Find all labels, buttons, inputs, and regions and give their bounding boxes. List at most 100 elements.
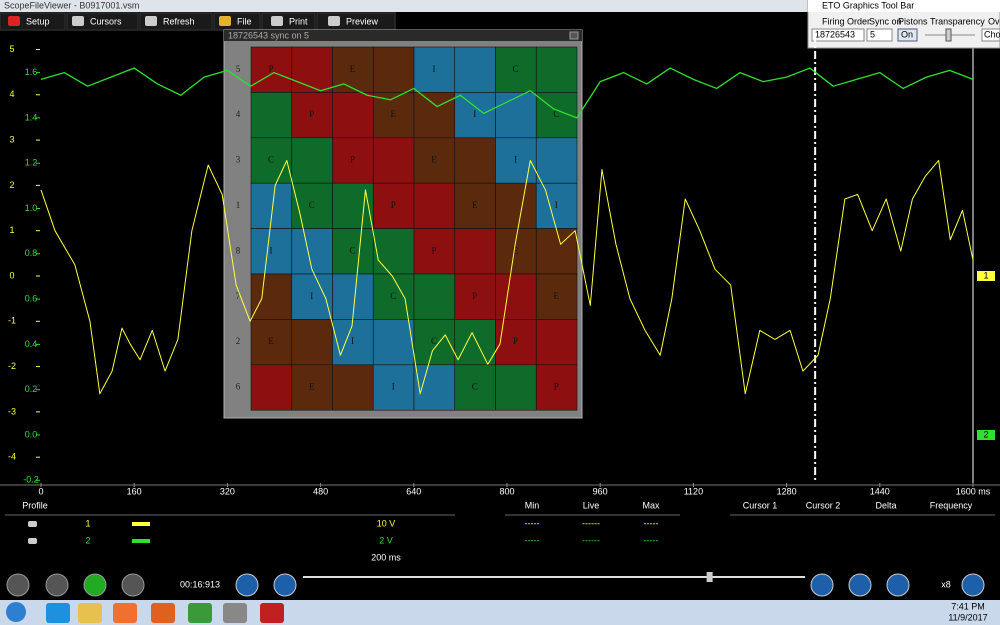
speed: x8: [941, 579, 951, 589]
max-value: -----: [644, 518, 659, 528]
nav-button[interactable]: [235, 573, 259, 597]
live-value: ------: [582, 535, 600, 545]
y-tick-label: -1: [8, 316, 16, 326]
cylinder-label: 2: [236, 336, 241, 346]
player-button[interactable]: [121, 573, 145, 597]
probe-icon[interactable]: [132, 539, 150, 543]
channel-marker: [977, 430, 995, 440]
phase-letter: C: [472, 382, 478, 392]
phase-letter: I: [392, 382, 395, 392]
phase-cell: [332, 273, 374, 320]
transparency-thumb[interactable]: [945, 28, 952, 42]
eto-title-bar: [808, 0, 1000, 12]
phase-cell: [250, 319, 293, 366]
seek-thumb[interactable]: [706, 572, 713, 582]
overlay-choice: Choos: [984, 29, 1000, 39]
phase-cell: [250, 228, 293, 275]
phase-cell: [250, 182, 293, 229]
phase-cell: [413, 228, 456, 275]
start-button[interactable]: [6, 602, 26, 622]
phase-letter: P: [309, 109, 314, 119]
x-tick-label: 160: [127, 486, 142, 496]
nav-button[interactable]: [886, 573, 910, 597]
column-header: Frequency: [930, 500, 973, 510]
toolbar-icon: [271, 16, 283, 26]
x-tick-label: 480: [313, 486, 328, 496]
search-button[interactable]: [961, 573, 985, 597]
player-button[interactable]: [6, 573, 30, 597]
channel-marker-label: 1: [983, 270, 988, 280]
phase-cell: [535, 228, 578, 275]
toolbar-label: Cursors: [90, 16, 122, 26]
eto-label: Sync on: [869, 16, 902, 26]
taskbar-app[interactable]: [78, 603, 102, 623]
clock-date: 11/9/2017: [948, 612, 987, 622]
min-value: -----: [525, 535, 540, 545]
phase-cell: [291, 273, 333, 320]
nav-button[interactable]: [810, 573, 834, 597]
taskbar-app[interactable]: [260, 603, 284, 623]
phase-cell: [291, 364, 333, 411]
probe-icon[interactable]: [132, 522, 150, 526]
y-tick-label: 1.2: [25, 158, 38, 168]
toolbar-icon: [145, 16, 157, 26]
phase-cell: [332, 364, 374, 411]
cylinder-label: 8: [236, 245, 241, 255]
toolbar-button[interactable]: [66, 12, 139, 31]
phase-letter: E: [268, 336, 274, 346]
cylinder-label: 7: [236, 291, 241, 301]
toolbar-button[interactable]: [139, 12, 213, 31]
x-tick-label: 800: [499, 486, 514, 496]
pistons-button[interactable]: [897, 28, 918, 42]
x-tick-label: 0: [38, 486, 43, 496]
taskbar-app[interactable]: [113, 603, 137, 623]
overlay-select[interactable]: [981, 28, 1000, 42]
phase-cell: [535, 273, 578, 320]
sync-select[interactable]: [866, 28, 893, 42]
visibility-icon[interactable]: [28, 521, 37, 527]
y-tick-label: 4: [9, 89, 14, 99]
phase-cell: [535, 137, 578, 184]
channel-id: 2: [85, 535, 90, 545]
taskbar-app[interactable]: [223, 603, 247, 623]
phase-cell: [535, 319, 578, 366]
phase-cell: [372, 319, 415, 366]
phase-cell: [291, 92, 333, 139]
x-tick-label: 320: [220, 486, 235, 496]
taskbar-app[interactable]: [151, 603, 175, 623]
y-tick-label: -0.2: [23, 475, 39, 485]
firing-order-select[interactable]: [811, 28, 865, 42]
phase-letter: E: [513, 245, 519, 255]
player-button[interactable]: [45, 573, 69, 597]
eto-label: Pistons: [898, 16, 928, 26]
phase-cell: [250, 273, 293, 320]
channel-marker-label: 2: [983, 429, 988, 439]
phase-cell: [372, 92, 415, 139]
y-tick-label: 0.2: [25, 384, 38, 394]
play-time: 00:16:913: [180, 579, 220, 589]
phase-cell: [495, 92, 537, 139]
waveform: [40, 67, 974, 119]
phase-letter: E: [350, 64, 356, 74]
column-header: Cursor 1: [743, 500, 778, 510]
visibility-icon[interactable]: [28, 538, 37, 544]
min-value: -----: [525, 518, 540, 528]
nav-button[interactable]: [273, 573, 297, 597]
phase-cell: [535, 182, 578, 229]
phase-cell: [495, 273, 537, 320]
phase-letter: E: [391, 109, 397, 119]
x-tick-label: 1440: [870, 486, 890, 496]
phase-letter: I: [270, 245, 273, 255]
column-header: Cursor 2: [806, 500, 841, 510]
y-tick-label: 2: [9, 180, 14, 190]
toolbar-label: Refresh: [163, 16, 195, 26]
taskbar-app[interactable]: [46, 603, 70, 623]
player-button[interactable]: [83, 573, 107, 597]
phase-cell: [413, 46, 456, 93]
phase-cell: [250, 92, 293, 139]
phase-letter: C: [431, 336, 437, 346]
overlay-close[interactable]: [569, 31, 579, 40]
taskbar-app[interactable]: [188, 603, 212, 623]
nav-button[interactable]: [848, 573, 872, 597]
